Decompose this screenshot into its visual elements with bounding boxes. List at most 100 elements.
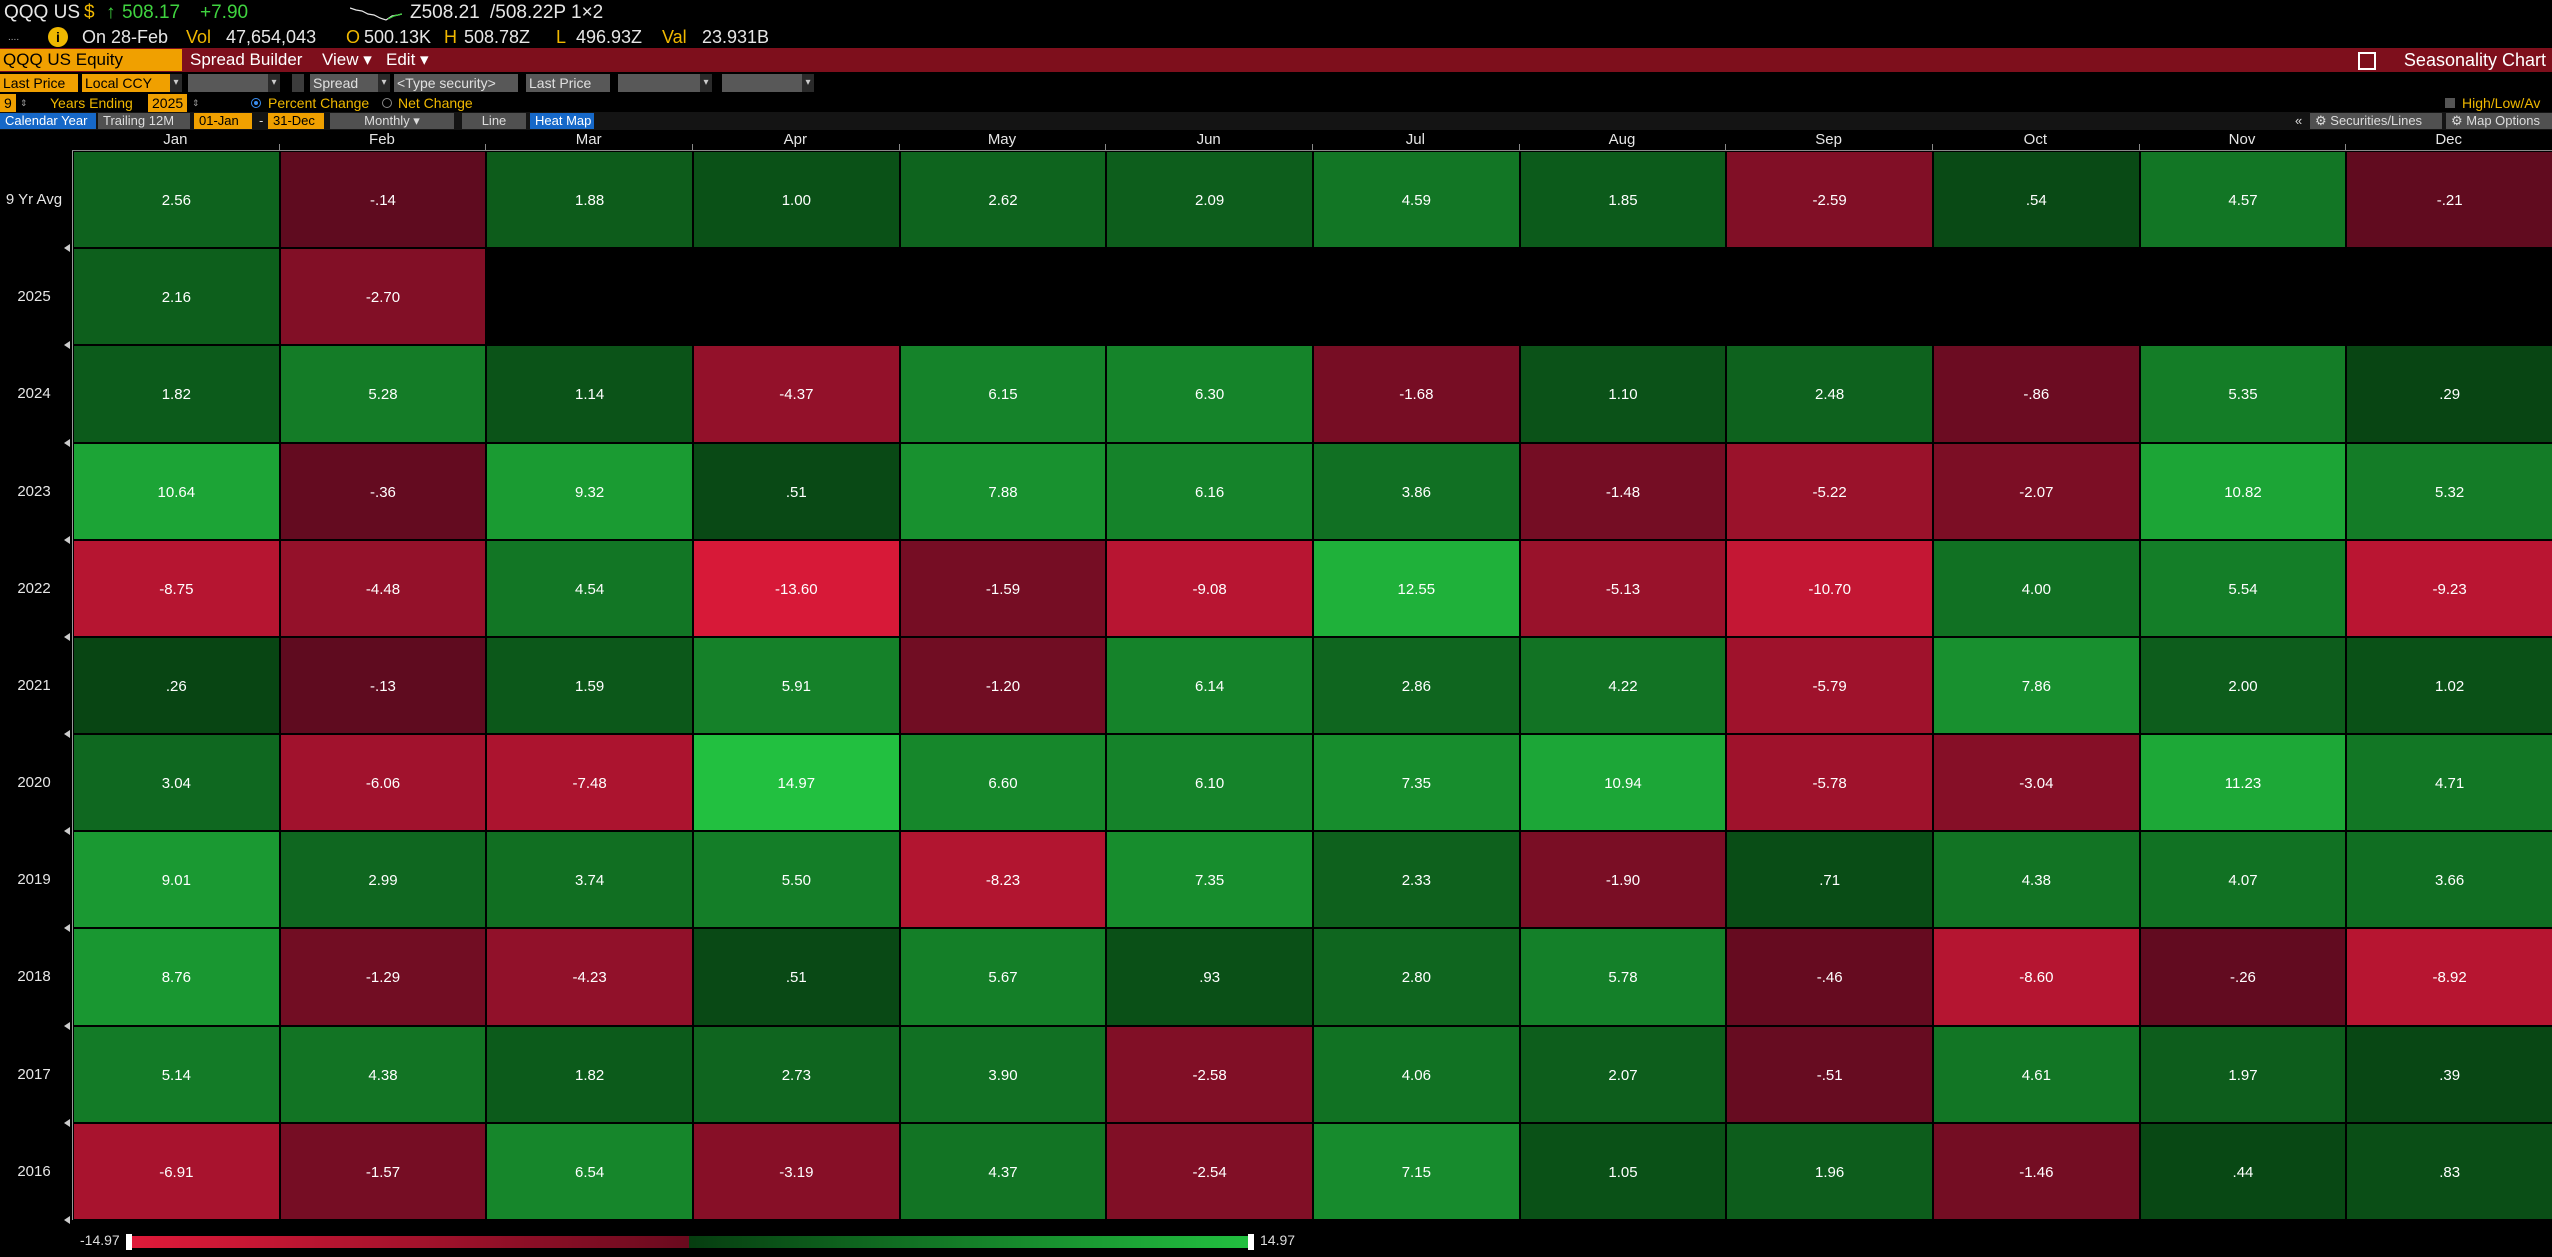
heat-map-cell[interactable]: 1.85 — [1519, 151, 1727, 249]
heat-map-cell[interactable]: 4.57 — [2139, 151, 2347, 249]
heat-map-cell[interactable]: 1.97 — [2139, 1025, 2347, 1123]
heat-map-cell[interactable]: .26 — [73, 636, 280, 735]
heat-map-cell[interactable]: 2.56 — [73, 151, 280, 249]
heat-map-cell[interactable]: 10.82 — [2139, 442, 2347, 540]
heat-map-cell[interactable]: 1.59 — [486, 636, 693, 735]
empty-field-dropdown-2[interactable] — [618, 74, 710, 92]
heat-map-cell[interactable]: 1.10 — [1519, 345, 1727, 443]
heat-map-cell[interactable]: 2.48 — [1726, 345, 1933, 443]
heat-map-cell[interactable]: -1.90 — [1519, 831, 1727, 929]
heat-map-cell[interactable]: 2.73 — [693, 1025, 900, 1123]
securities-lines-button[interactable]: ⚙ Securities/Lines — [2310, 113, 2442, 129]
heat-map-cell[interactable]: .29 — [2346, 345, 2552, 443]
chevron-down-icon[interactable]: ▾ — [378, 74, 390, 92]
heat-map-cell[interactable]: 4.38 — [279, 1025, 487, 1123]
heat-map-cell[interactable]: -2.70 — [279, 248, 487, 346]
heat-map-cell[interactable]: 5.35 — [2139, 345, 2347, 443]
high-low-avg-label[interactable]: High/Low/Av — [2462, 95, 2541, 111]
heat-map-cell[interactable]: .51 — [693, 442, 900, 540]
stepper-arrows-icon[interactable]: ⇕ — [192, 98, 200, 108]
chevron-down-icon[interactable]: ▾ — [802, 74, 814, 92]
tab-trailing-12m[interactable]: Trailing 12M — [98, 113, 190, 129]
heat-map-cell[interactable]: -1.46 — [1933, 1122, 2140, 1220]
heat-map-cell[interactable]: 2.16 — [73, 248, 280, 346]
heat-map-cell[interactable]: 9.01 — [73, 831, 280, 929]
heat-map-cell[interactable]: -.14 — [279, 151, 487, 249]
heat-map-cell[interactable]: 2.33 — [1313, 831, 1520, 929]
heat-map-cell[interactable]: 1.82 — [73, 345, 280, 443]
heat-map-cell[interactable]: -5.13 — [1519, 539, 1727, 637]
heat-map-cell[interactable]: -.51 — [1726, 1025, 1933, 1123]
heat-map-cell[interactable]: .71 — [1726, 831, 1933, 929]
heat-map-cell[interactable]: 6.30 — [1106, 345, 1313, 443]
heat-map-cell[interactable]: 1.02 — [2346, 636, 2552, 735]
heat-map-cell[interactable]: 4.00 — [1933, 539, 2140, 637]
field-dropdown-1[interactable]: Last Price — [0, 74, 78, 92]
heat-map-cell[interactable]: 10.64 — [73, 442, 280, 540]
heat-map-cell[interactable]: -8.75 — [73, 539, 280, 637]
scale-min-handle[interactable] — [126, 1234, 132, 1250]
heat-map-cell[interactable]: 11.23 — [2139, 734, 2347, 832]
heat-map-cell[interactable]: -.13 — [279, 636, 487, 735]
heat-map-cell[interactable]: 2.80 — [1313, 928, 1520, 1026]
empty-field-dropdown-3[interactable] — [722, 74, 814, 92]
heat-map-cell[interactable]: -5.22 — [1726, 442, 1933, 540]
heat-map-cell[interactable]: .44 — [2139, 1122, 2347, 1220]
high-low-avg-checkbox[interactable] — [2445, 98, 2455, 108]
heat-map-cell[interactable]: 2.09 — [1106, 151, 1313, 249]
heat-map-cell[interactable]: 12.55 — [1313, 539, 1520, 637]
heat-map-cell[interactable]: -.26 — [2139, 928, 2347, 1026]
heat-map-cell[interactable]: .51 — [693, 928, 900, 1026]
heat-map-cell[interactable]: 5.50 — [693, 831, 900, 929]
heat-map-cell[interactable]: -4.23 — [486, 928, 693, 1026]
heat-map-cell[interactable]: -8.23 — [899, 831, 1107, 929]
heat-map-cell[interactable]: 3.04 — [73, 734, 280, 832]
net-change-label[interactable]: Net Change — [398, 95, 473, 111]
heat-map-cell[interactable]: -6.91 — [73, 1122, 280, 1220]
heat-map-cell[interactable]: -2.59 — [1726, 151, 1933, 249]
heat-map-cell[interactable]: 5.14 — [73, 1025, 280, 1123]
start-date-input[interactable]: 01-Jan — [194, 113, 252, 129]
heat-map-cell[interactable]: 1.05 — [1519, 1122, 1727, 1220]
heat-map-cell[interactable]: 1.14 — [486, 345, 693, 443]
heat-map-cell[interactable]: 6.10 — [1106, 734, 1313, 832]
percent-change-label[interactable]: Percent Change — [268, 95, 370, 111]
heat-map-cell[interactable]: 1.00 — [693, 151, 900, 249]
heat-map-cell[interactable]: -1.59 — [899, 539, 1107, 637]
empty-field-dropdown[interactable] — [188, 74, 270, 92]
heat-map-cell[interactable]: 6.14 — [1106, 636, 1313, 735]
heat-map-cell[interactable]: -2.58 — [1106, 1025, 1313, 1123]
chevron-down-icon[interactable]: ▾ — [268, 74, 280, 92]
view-menu[interactable]: View ▾ — [322, 50, 372, 69]
chevron-down-icon[interactable]: ▾ — [700, 74, 712, 92]
heat-map-cell[interactable]: -2.07 — [1933, 442, 2140, 540]
popout-icon[interactable] — [2358, 52, 2376, 70]
collapse-icon[interactable]: « — [2295, 113, 2303, 128]
heat-map-cell[interactable]: -2.54 — [1106, 1122, 1313, 1220]
heat-map-cell[interactable]: 4.22 — [1519, 636, 1727, 735]
heat-map-cell[interactable]: 2.62 — [899, 151, 1107, 249]
security-input[interactable]: QQQ US Equity — [0, 49, 182, 71]
heat-map-cell[interactable]: -.36 — [279, 442, 487, 540]
heat-map-cell[interactable]: -1.29 — [279, 928, 487, 1026]
heat-map-cell[interactable]: 2.86 — [1313, 636, 1520, 735]
tab-line[interactable]: Line — [462, 113, 526, 129]
heat-map-cell[interactable]: 7.35 — [1313, 734, 1520, 832]
heat-map-cell[interactable]: 1.96 — [1726, 1122, 1933, 1220]
year-end-stepper[interactable]: 2025 — [148, 94, 188, 112]
end-date-input[interactable]: 31-Dec — [268, 113, 324, 129]
heat-map-cell[interactable]: 1.88 — [486, 151, 693, 249]
heat-map-cell[interactable]: 6.60 — [899, 734, 1107, 832]
heat-map-cell[interactable]: 3.66 — [2346, 831, 2552, 929]
heat-map-cell[interactable]: .54 — [1933, 151, 2140, 249]
ticker-symbol[interactable]: QQQ US — [4, 2, 81, 23]
heat-map-cell[interactable]: -3.19 — [693, 1122, 900, 1220]
heat-map-cell[interactable]: 10.94 — [1519, 734, 1727, 832]
heat-map-cell[interactable]: 4.07 — [2139, 831, 2347, 929]
currency-dropdown[interactable]: Local CCY — [82, 74, 182, 92]
heat-map-cell[interactable]: 4.54 — [486, 539, 693, 637]
heat-map-cell[interactable]: 3.86 — [1313, 442, 1520, 540]
heat-map-cell[interactable]: 5.91 — [693, 636, 900, 735]
heat-map-cell[interactable]: -10.70 — [1726, 539, 1933, 637]
heat-map-cell[interactable]: -7.48 — [486, 734, 693, 832]
